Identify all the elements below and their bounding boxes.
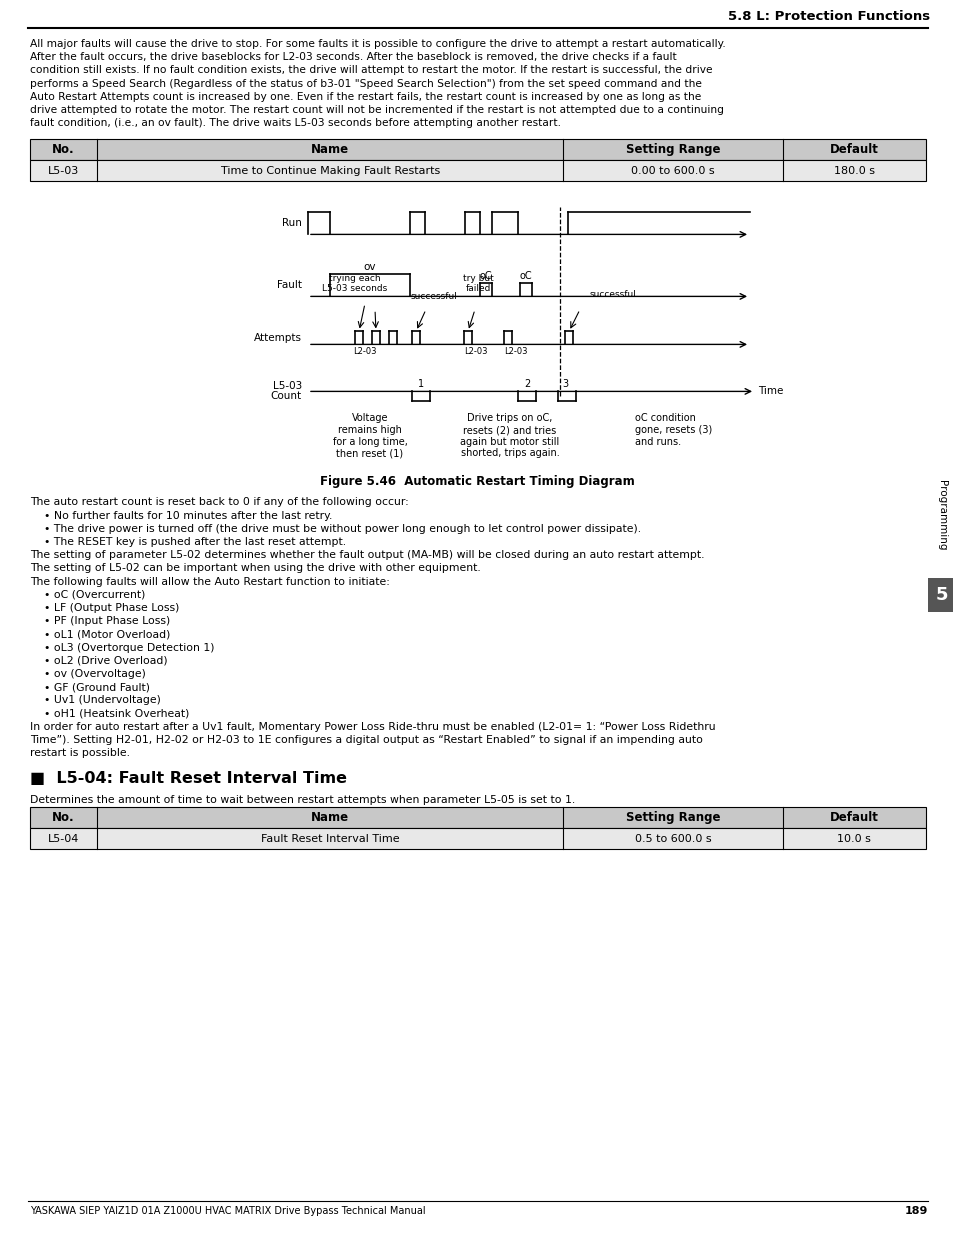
Text: • oL1 (Motor Overload): • oL1 (Motor Overload) xyxy=(44,630,171,640)
Text: 3: 3 xyxy=(561,379,567,389)
Text: The following faults will allow the Auto Restart function to initiate:: The following faults will allow the Auto… xyxy=(30,577,390,587)
Text: L2-03: L2-03 xyxy=(503,347,527,357)
Text: Determines the amount of time to wait between restart attempts when parameter L5: Determines the amount of time to wait be… xyxy=(30,795,575,805)
Text: L2-03: L2-03 xyxy=(463,347,487,357)
Text: L5-03: L5-03 xyxy=(48,165,79,175)
Text: • oL3 (Overtorque Detection 1): • oL3 (Overtorque Detection 1) xyxy=(44,642,214,652)
Text: The auto restart count is reset back to 0 if any of the following occur:: The auto restart count is reset back to … xyxy=(30,498,408,508)
Text: Figure 5.46  Automatic Restart Timing Diagram: Figure 5.46 Automatic Restart Timing Dia… xyxy=(319,475,634,488)
Text: successful: successful xyxy=(410,293,456,301)
Text: 0.5 to 600.0 s: 0.5 to 600.0 s xyxy=(634,834,710,844)
Text: • GF (Ground Fault): • GF (Ground Fault) xyxy=(44,682,150,692)
Text: ov: ov xyxy=(363,262,375,273)
Text: Name: Name xyxy=(311,811,349,825)
Bar xyxy=(30,829,925,850)
Text: Fault Reset Interval Time: Fault Reset Interval Time xyxy=(260,834,399,844)
Text: trying each
L5-03 seconds: trying each L5-03 seconds xyxy=(322,274,387,294)
Text: • No further faults for 10 minutes after the last retry.: • No further faults for 10 minutes after… xyxy=(44,510,332,521)
Text: oC condition
gone, resets (3)
and runs.: oC condition gone, resets (3) and runs. xyxy=(635,414,712,447)
Text: The setting of parameter L5-02 determines whether the fault output (MA-MB) will : The setting of parameter L5-02 determine… xyxy=(30,551,703,561)
Text: Setting Range: Setting Range xyxy=(625,143,720,157)
Text: No.: No. xyxy=(52,811,75,825)
Text: Time to Continue Making Fault Restarts: Time to Continue Making Fault Restarts xyxy=(220,165,439,175)
Text: In order for auto restart after a Uv1 fault, Momentary Power Loss Ride-thru must: In order for auto restart after a Uv1 fa… xyxy=(30,721,715,732)
Bar xyxy=(30,161,925,182)
Text: The setting of L5-02 can be important when using the drive with other equipment.: The setting of L5-02 can be important wh… xyxy=(30,563,480,573)
Text: Programming: Programming xyxy=(936,479,946,551)
Text: Default: Default xyxy=(829,811,878,825)
Text: No.: No. xyxy=(52,143,75,157)
Text: oC: oC xyxy=(519,272,532,282)
Text: Time”). Setting H2-01, H2-02 or H2-03 to 1E configures a digital output as “Rest: Time”). Setting H2-01, H2-02 or H2-03 to… xyxy=(30,735,702,745)
Text: 5.8 L: Protection Functions: 5.8 L: Protection Functions xyxy=(727,10,929,23)
Bar xyxy=(30,140,925,161)
Text: 0.00 to 600.0 s: 0.00 to 600.0 s xyxy=(630,165,714,175)
Text: • ov (Overvoltage): • ov (Overvoltage) xyxy=(44,669,146,679)
Text: Setting Range: Setting Range xyxy=(625,811,720,825)
Text: fault condition, (i.e., an ov fault). The drive waits L5-03 seconds before attem: fault condition, (i.e., an ov fault). Th… xyxy=(30,119,560,128)
Text: 10.0 s: 10.0 s xyxy=(837,834,870,844)
Text: L5-03: L5-03 xyxy=(273,382,302,391)
Text: • PF (Input Phase Loss): • PF (Input Phase Loss) xyxy=(44,616,170,626)
Text: Name: Name xyxy=(311,143,349,157)
Text: • Uv1 (Undervoltage): • Uv1 (Undervoltage) xyxy=(44,695,161,705)
Text: Drive trips on oC,
resets (2) and tries
again but motor still
shorted, trips aga: Drive trips on oC, resets (2) and tries … xyxy=(460,414,559,458)
Text: drive attempted to rotate the motor. The restart count will not be incremented i: drive attempted to rotate the motor. The… xyxy=(30,105,723,115)
Text: 5: 5 xyxy=(935,585,947,604)
Text: 180.0 s: 180.0 s xyxy=(833,165,874,175)
Text: L5-04: L5-04 xyxy=(48,834,79,844)
Text: • oC (Overcurrent): • oC (Overcurrent) xyxy=(44,590,145,600)
Text: • oL2 (Drive Overload): • oL2 (Drive Overload) xyxy=(44,656,168,666)
Text: 189: 189 xyxy=(903,1207,927,1216)
Text: Voltage
remains high
for a long time,
then reset (1): Voltage remains high for a long time, th… xyxy=(333,414,407,458)
Text: • LF (Output Phase Loss): • LF (Output Phase Loss) xyxy=(44,603,179,613)
Text: • The RESET key is pushed after the last reset attempt.: • The RESET key is pushed after the last… xyxy=(44,537,346,547)
Text: condition still exists. If no fault condition exists, the drive will attempt to : condition still exists. If no fault cond… xyxy=(30,65,712,75)
Text: Time: Time xyxy=(758,387,782,396)
Text: successful: successful xyxy=(589,290,637,299)
Text: Fault: Fault xyxy=(276,280,302,290)
Text: try but
failed: try but failed xyxy=(462,274,493,294)
Text: performs a Speed Search (Regardless of the status of b3-01 "Speed Search Selecti: performs a Speed Search (Regardless of t… xyxy=(30,79,701,89)
Bar xyxy=(927,578,953,613)
Text: Auto Restart Attempts count is increased by one. Even if the restart fails, the : Auto Restart Attempts count is increased… xyxy=(30,91,700,101)
Text: All major faults will cause the drive to stop. For some faults it is possible to: All major faults will cause the drive to… xyxy=(30,40,725,49)
Text: Default: Default xyxy=(829,143,878,157)
Text: 1: 1 xyxy=(417,379,424,389)
Text: After the fault occurs, the drive baseblocks for L2-03 seconds. After the basebl: After the fault occurs, the drive basebl… xyxy=(30,52,676,62)
Text: Run: Run xyxy=(282,219,302,228)
Text: • oH1 (Heatsink Overheat): • oH1 (Heatsink Overheat) xyxy=(44,709,190,719)
Text: restart is possible.: restart is possible. xyxy=(30,748,130,758)
Text: L2-03: L2-03 xyxy=(353,347,376,357)
Text: YASKAWA SIEP YAIZ1D 01A Z1000U HVAC MATRIX Drive Bypass Technical Manual: YASKAWA SIEP YAIZ1D 01A Z1000U HVAC MATR… xyxy=(30,1207,425,1216)
Text: ■  L5-04: Fault Reset Interval Time: ■ L5-04: Fault Reset Interval Time xyxy=(30,772,347,787)
Text: Attempts: Attempts xyxy=(253,333,302,343)
Text: oC: oC xyxy=(479,272,492,282)
Text: • The drive power is turned off (the drive must be without power long enough to : • The drive power is turned off (the dri… xyxy=(44,524,640,534)
Text: 2: 2 xyxy=(523,379,530,389)
Text: Count: Count xyxy=(271,391,302,401)
Bar xyxy=(30,808,925,829)
